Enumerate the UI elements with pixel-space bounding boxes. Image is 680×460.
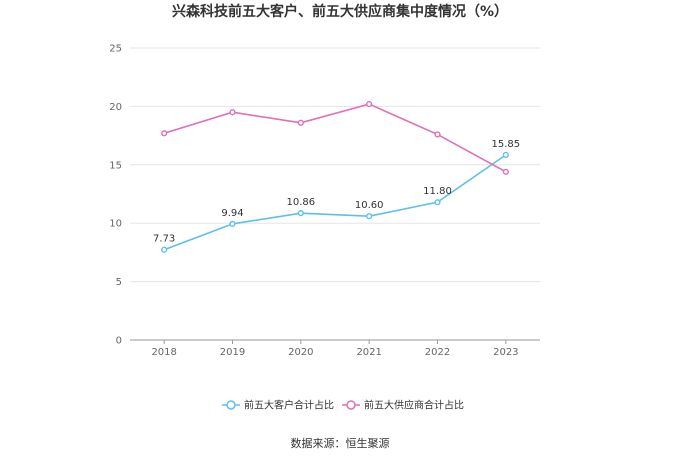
x-tick-label: 2021 [356,347,381,358]
data-point[interactable] [297,210,304,217]
x-tick-label: 2023 [493,347,518,358]
data-labels: 7.73 9.94 10.86 10.60 11.80 15.85 [153,139,520,245]
data-point[interactable] [161,246,168,253]
y-tick-label: 0 [116,336,122,347]
legend-label: 前五大供应商合计占比 [364,399,464,412]
x-tick-label: 2020 [288,347,313,358]
y-tick-label: 5 [116,277,122,288]
data-label: 9.94 [221,208,243,219]
y-tick-label: 10 [109,219,122,230]
data-point[interactable] [366,100,373,108]
data-point[interactable] [366,213,373,220]
legend-marker [346,400,356,410]
data-point[interactable] [502,151,509,158]
data-point[interactable] [297,119,304,126]
legend-label: 前五大客户合计占比 [244,399,334,412]
data-point[interactable] [229,109,236,116]
data-point[interactable] [161,130,168,137]
legend-marker [226,400,236,410]
grid [130,47,540,283]
legend-item-0[interactable]: 前五大客户合计占比 [222,399,334,412]
data-label: 11.80 [423,186,452,197]
y-tick-label: 25 [109,44,122,55]
y-tick-label: 15 [109,160,122,171]
legend[interactable]: 前五大客户合计占比 前五大供应商合计占比 [222,399,464,412]
x-tick-label: 2018 [151,347,176,358]
data-point[interactable] [434,131,441,138]
data-label: 10.60 [355,200,384,211]
y-tick-label: 20 [109,102,122,113]
data-label: 15.85 [492,139,521,150]
chart-title: 兴森科技前五大客户、前五大供应商集中度情况（%） [172,3,508,20]
data-label: 7.73 [153,234,175,245]
legend-item-1[interactable]: 前五大供应商合计占比 [342,399,464,412]
series [161,100,509,253]
x-tick-label: 2022 [425,347,450,358]
data-point[interactable] [502,168,509,175]
x-tick-label: 2019 [220,347,245,358]
series-line-0 [163,154,507,251]
data-label: 10.86 [287,197,316,208]
axes: 0 5 10 15 20 25 2018 2019 2020 2021 2022 2023 [109,44,540,358]
data-point[interactable] [434,199,441,206]
data-point[interactable] [229,220,236,228]
series-line-1 [163,103,507,173]
source-note: 数据来源：恒生聚源 [291,436,390,450]
